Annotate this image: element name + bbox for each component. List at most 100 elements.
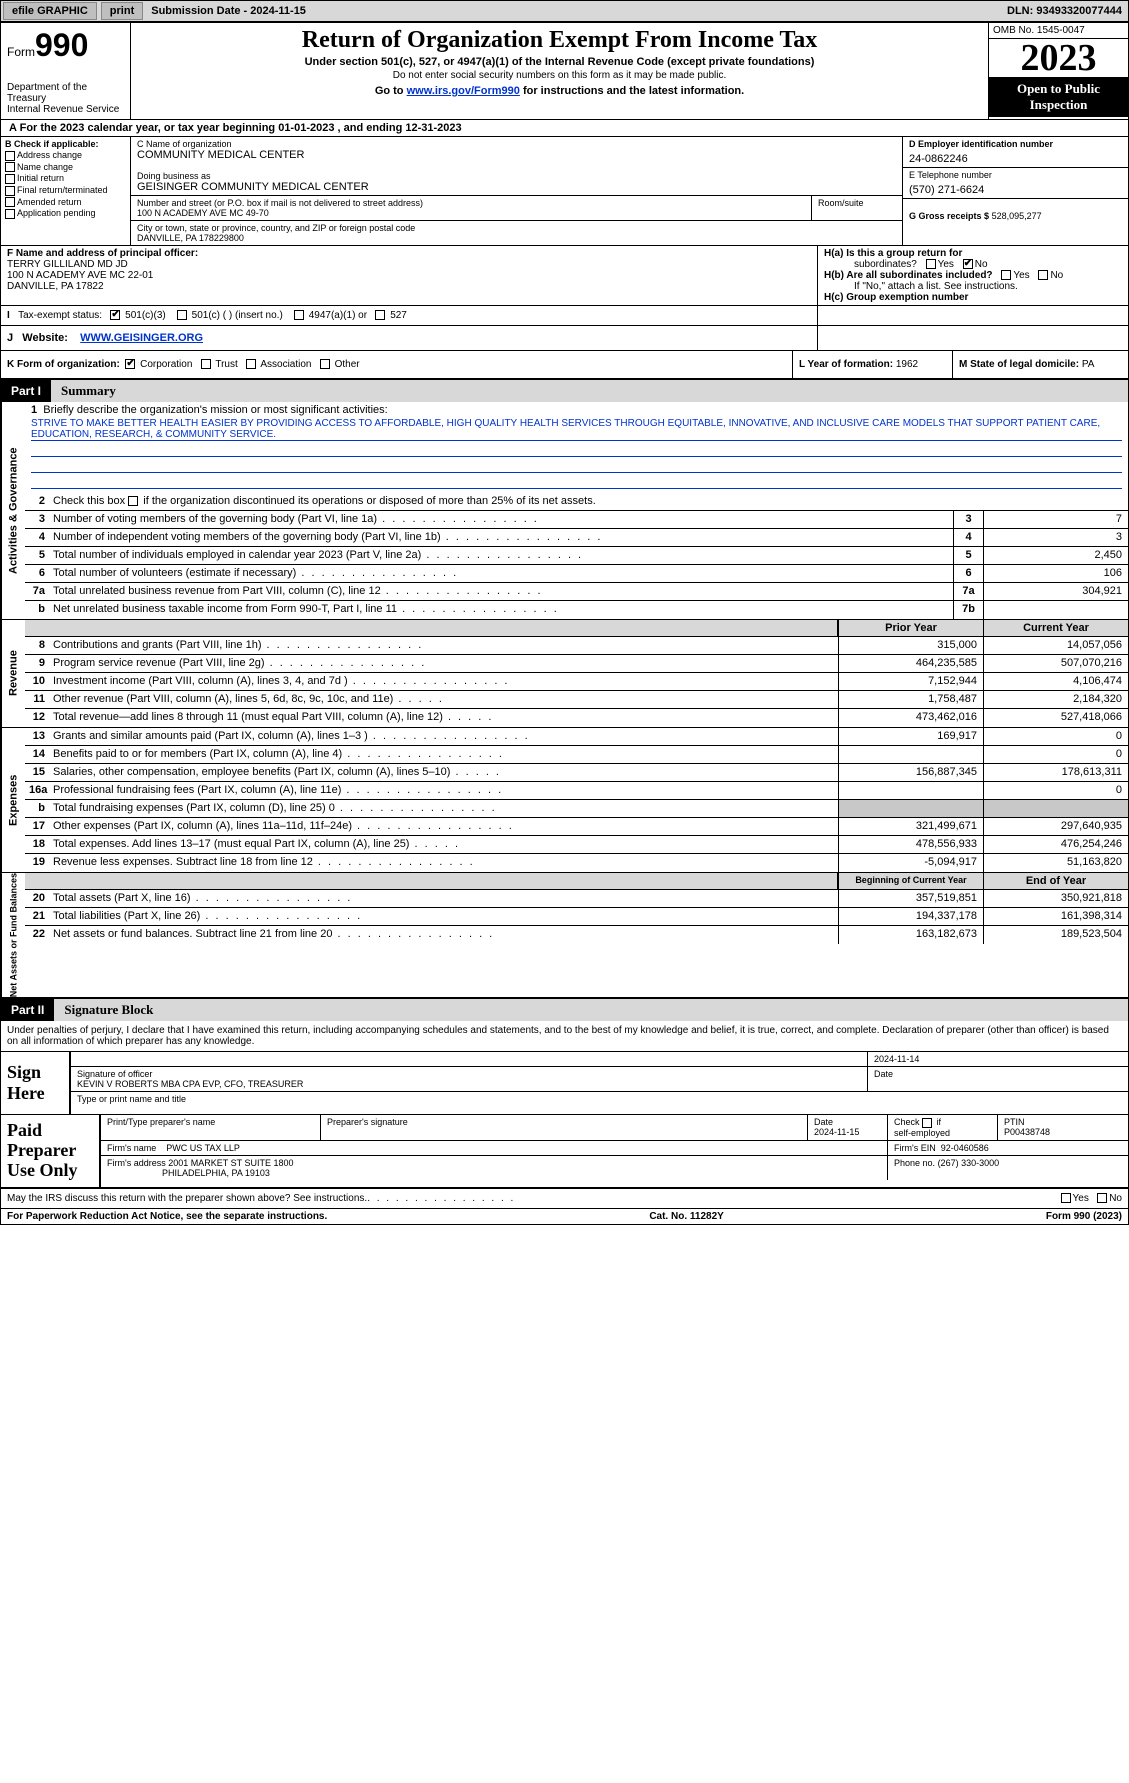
discuss-no: No xyxy=(1109,1193,1122,1204)
firm-ein-label: Firm's EIN xyxy=(894,1143,936,1153)
address-change-checkbox[interactable] xyxy=(5,151,15,161)
discuss-yes-checkbox[interactable] xyxy=(1061,1193,1071,1203)
part1-label: Part I xyxy=(1,381,51,401)
hb-yes-checkbox[interactable] xyxy=(1001,270,1011,280)
line-box: 3 xyxy=(953,511,983,528)
website-link[interactable]: WWW.GEISINGER.ORG xyxy=(80,332,203,344)
sign-here-block: Sign Here 2024-11-14 Signature of office… xyxy=(1,1052,1128,1115)
revenue-header: Prior Year Current Year xyxy=(25,620,1128,637)
summary-row: b Net unrelated business taxable income … xyxy=(25,601,1128,619)
501c-label: 501(c) ( ) (insert no.) xyxy=(192,310,283,321)
ha-sub: subordinates? xyxy=(854,259,917,270)
expenses-tab: Expenses xyxy=(1,728,25,872)
line-num: 17 xyxy=(25,818,49,835)
current-year-value: 161,398,314 xyxy=(983,908,1128,925)
other-checkbox[interactable] xyxy=(320,359,330,369)
line-value: 3 xyxy=(983,529,1128,546)
summary-row: 12 Total revenue—add lines 8 through 11 … xyxy=(25,709,1128,727)
print-button[interactable]: print xyxy=(101,2,143,20)
application-pending-checkbox[interactable] xyxy=(5,209,15,219)
mission-block: 1 Briefly describe the organization's mi… xyxy=(25,402,1128,493)
summary-row: 4 Number of independent voting members o… xyxy=(25,529,1128,547)
current-year-value xyxy=(983,800,1128,817)
org-name-cell: C Name of organization COMMUNITY MEDICAL… xyxy=(131,137,902,196)
current-year-value: 350,921,818 xyxy=(983,890,1128,907)
paid-preparer-label: Paid Preparer Use Only xyxy=(1,1115,101,1186)
revenue-tab: Revenue xyxy=(1,620,25,727)
line-desc: Benefits paid to or for members (Part IX… xyxy=(49,746,838,763)
prior-year-value xyxy=(838,746,983,763)
sig-officer-cell xyxy=(71,1052,868,1066)
self-employed-checkbox[interactable] xyxy=(922,1118,932,1128)
box-b-label: B Check if applicable: xyxy=(5,139,99,149)
prior-year-value xyxy=(838,782,983,799)
form-number: 990 xyxy=(35,27,88,63)
amended-return-checkbox[interactable] xyxy=(5,197,15,207)
k-label: K Form of organization: xyxy=(7,359,120,370)
summary-row: 8 Contributions and grants (Part VIII, l… xyxy=(25,637,1128,655)
box-d-e-g: D Employer identification number 24-0862… xyxy=(903,137,1128,245)
line-desc: Investment income (Part VIII, column (A)… xyxy=(49,673,838,690)
revenue-section: Revenue Prior Year Current Year 8 Contri… xyxy=(1,620,1128,728)
501c3-checkbox[interactable] xyxy=(110,310,120,320)
dba-name: GEISINGER COMMUNITY MEDICAL CENTER xyxy=(137,181,369,193)
corp-checkbox[interactable] xyxy=(125,359,135,369)
phone-label: E Telephone number xyxy=(909,170,992,180)
name-change-checkbox[interactable] xyxy=(5,162,15,172)
room-suite-cell: Room/suite xyxy=(812,196,902,220)
net-assets-header: Beginning of Current Year End of Year xyxy=(25,873,1128,890)
prep-date-label: Date xyxy=(814,1117,833,1127)
line-num: 5 xyxy=(25,547,49,564)
trust-checkbox[interactable] xyxy=(201,359,211,369)
line-value: 2,450 xyxy=(983,547,1128,564)
line-value: 304,921 xyxy=(983,583,1128,600)
year-value: 1962 xyxy=(896,359,918,370)
summary-row: 16a Professional fundraising fees (Part … xyxy=(25,782,1128,800)
line-desc: Revenue less expenses. Subtract line 18 … xyxy=(49,854,838,872)
ha-no-checkbox[interactable] xyxy=(963,259,973,269)
line-desc: Total revenue—add lines 8 through 11 (mu… xyxy=(49,709,838,727)
part2-spacer xyxy=(163,999,1128,1021)
irs-link[interactable]: www.irs.gov/Form990 xyxy=(407,85,520,97)
ha-yes-checkbox[interactable] xyxy=(926,259,936,269)
goto-prefix: Go to xyxy=(375,85,407,97)
form-identifier: Form990 Department of the Treasury Inter… xyxy=(1,23,131,119)
line-desc: Total number of volunteers (estimate if … xyxy=(49,565,953,582)
firm-city: PHILADELPHIA, PA 19103 xyxy=(162,1168,270,1178)
line-value: 7 xyxy=(983,511,1128,528)
city-cell: City or town, state or province, country… xyxy=(131,221,902,245)
line-num: 14 xyxy=(25,746,49,763)
gross-receipts-cell: G Gross receipts $ 528,095,277 xyxy=(903,199,1128,223)
main-form: Form990 Department of the Treasury Inter… xyxy=(0,22,1129,1225)
paid-preparer-block: Paid Preparer Use Only Print/Type prepar… xyxy=(1,1115,1128,1188)
hb-no-checkbox[interactable] xyxy=(1038,270,1048,280)
efile-graphic-button[interactable]: efile GRAPHIC xyxy=(3,2,97,20)
final-return-checkbox[interactable] xyxy=(5,186,15,196)
officer-name: TERRY GILLILAND MD JD xyxy=(7,259,128,270)
form-header: Form990 Department of the Treasury Inter… xyxy=(1,23,1128,120)
summary-row: 19 Revenue less expenses. Subtract line … xyxy=(25,854,1128,872)
assoc-checkbox[interactable] xyxy=(246,359,256,369)
line-desc: Net unrelated business taxable income fr… xyxy=(49,601,953,619)
phone-value: (570) 271-6624 xyxy=(909,184,1122,196)
sig-officer-label: Signature of officer xyxy=(77,1069,152,1079)
trust-label: Trust xyxy=(215,359,237,370)
initial-return-checkbox[interactable] xyxy=(5,174,15,184)
527-checkbox[interactable] xyxy=(375,310,385,320)
discuss-no-checkbox[interactable] xyxy=(1097,1193,1107,1203)
ein-label: D Employer identification number xyxy=(909,139,1053,149)
irs-label: Internal Revenue Service xyxy=(7,104,124,115)
line-desc: Other expenses (Part IX, column (A), lin… xyxy=(49,818,838,835)
tax-exempt-status: I Tax-exempt status: 501(c)(3) 501(c) ( … xyxy=(1,306,818,325)
org-name: COMMUNITY MEDICAL CENTER xyxy=(137,149,304,161)
current-year-value: 527,418,066 xyxy=(983,709,1128,727)
4947-checkbox[interactable] xyxy=(294,310,304,320)
501c-checkbox[interactable] xyxy=(177,310,187,320)
line-desc: Number of independent voting members of … xyxy=(49,529,953,546)
line-num: 10 xyxy=(25,673,49,690)
firm-name-label: Firm's name xyxy=(107,1143,156,1153)
officer-signature-name: KEVIN V ROBERTS MBA CPA EVP, CFO, TREASU… xyxy=(77,1079,303,1089)
discontinued-checkbox[interactable] xyxy=(128,496,138,506)
form-title-block: Return of Organization Exempt From Incom… xyxy=(131,23,988,119)
current-year-value: 507,070,216 xyxy=(983,655,1128,672)
